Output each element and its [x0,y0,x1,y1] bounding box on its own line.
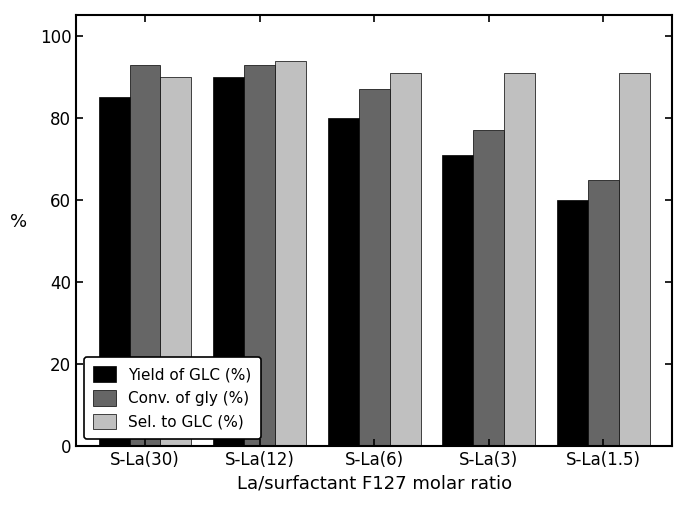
Bar [130,65,161,446]
Bar [389,73,421,446]
X-axis label: La/surfactant F127 molar ratio: La/surfactant F127 molar ratio [236,475,512,492]
Bar [442,155,473,446]
Bar [557,200,588,446]
Legend: Yield of GLC (%), Conv. of gly (%), Sel. to GLC (%): Yield of GLC (%), Conv. of gly (%), Sel.… [84,357,261,439]
Bar [244,65,275,446]
Bar [359,89,389,446]
Bar [98,97,130,446]
Bar [328,118,359,446]
Bar [619,73,650,446]
Bar [161,77,191,446]
Bar [275,61,306,446]
Bar [588,180,619,446]
Y-axis label: %: % [10,213,28,231]
Bar [473,130,505,446]
Bar [505,73,535,446]
Bar [213,77,244,446]
